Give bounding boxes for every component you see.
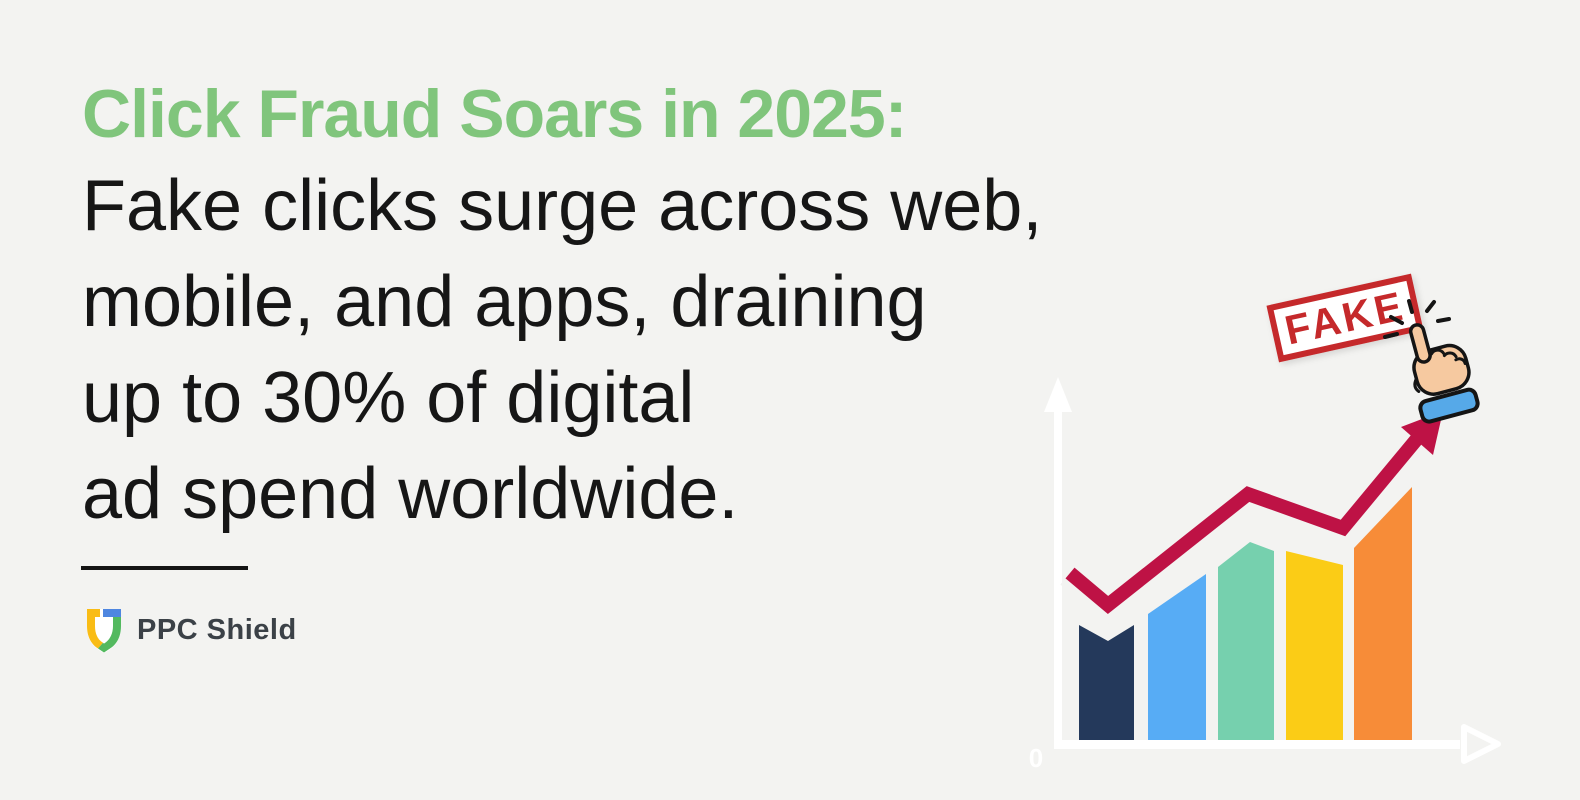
x-axis-arrow-icon: [1461, 724, 1501, 764]
shield-green-band: [98, 617, 121, 653]
shield-blue-bar: [103, 609, 121, 617]
bar-navy: [1079, 625, 1134, 741]
trend-line: [1065, 429, 1427, 615]
x-axis-line: [1054, 740, 1460, 749]
subheadline-line-3: up to 30% of digital: [82, 358, 695, 438]
subheadline-line-1: Fake clicks surge across web,: [82, 166, 1043, 246]
bar-group: [1079, 487, 1412, 741]
headline: Click Fraud Soars in 2025:: [82, 76, 907, 152]
cursor-finger: [1408, 323, 1432, 364]
origin-label: 0: [1029, 743, 1043, 773]
bar-teal: [1218, 542, 1274, 741]
brand-lockup: PPC Shield: [84, 606, 297, 654]
shield-yellow-band: [87, 609, 103, 649]
brand-name: PPC Shield: [137, 613, 297, 646]
axes: 0: [1029, 377, 1501, 773]
cursor-cuff: [1418, 387, 1480, 424]
click-rays-icon: [1383, 299, 1451, 339]
subheadline-line-4: ad spend worldwide.: [82, 454, 739, 534]
cursor-knuckles: [1413, 348, 1467, 393]
subheadline-line-2: mobile, and apps, draining: [82, 262, 927, 342]
ppc-shield-logo-icon: [87, 609, 121, 653]
bar-orange: [1354, 487, 1412, 741]
bar-blue: [1148, 574, 1206, 741]
bar-yellow: [1286, 551, 1343, 741]
subheadline: Fake clicks surge across web, mobile, an…: [82, 158, 1042, 542]
y-axis-line: [1054, 402, 1062, 748]
y-axis-arrow-icon: [1044, 377, 1072, 412]
cursor-hand-icon: [1408, 323, 1480, 424]
divider: [81, 566, 248, 570]
